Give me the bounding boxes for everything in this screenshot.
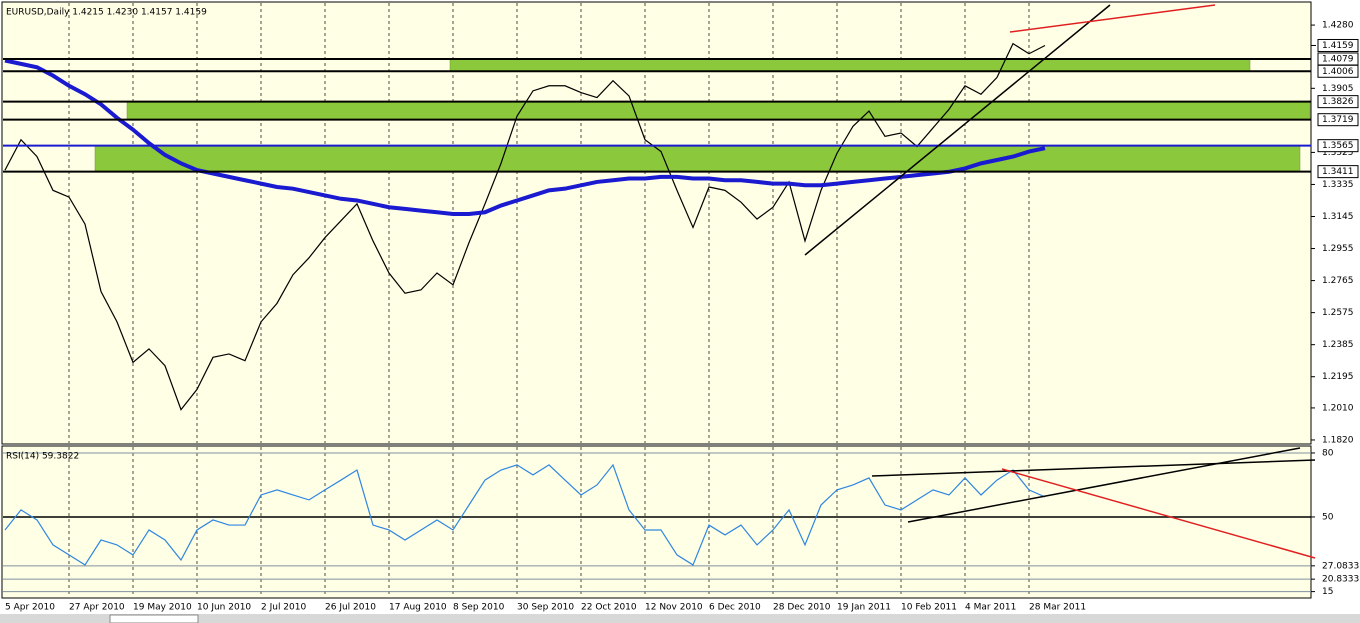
x-tick-label: 30 Sep 2010 (517, 603, 574, 613)
rsi-trend-line (871, 459, 1316, 477)
y-tick-label: 27.0833 (1322, 561, 1359, 571)
y-tick-label: 1.3905 (1322, 84, 1354, 94)
y-tick-label: 1.2010 (1322, 403, 1354, 413)
x-tick-label: 19 May 2010 (133, 603, 192, 613)
y-tick-label: 50 (1322, 512, 1334, 522)
x-tick-label: 10 Feb 2011 (901, 603, 957, 613)
y-tick-label: 1.3525 (1322, 148, 1354, 158)
y-tick-label: 1.3145 (1322, 212, 1354, 222)
rsi-trend-line (907, 447, 1301, 523)
zone (449, 58, 1251, 72)
x-tick-label: 2 Jul 2010 (261, 603, 306, 613)
y-tick-label: 80 (1322, 448, 1334, 458)
level-label-box (1317, 139, 1359, 153)
current-price-box (1317, 38, 1359, 52)
trend-line (1009, 4, 1216, 33)
level-label: 1.4079 (1322, 54, 1354, 64)
x-tick-label: 28 Mar 2011 (1029, 603, 1086, 613)
y-tick-label: 15 (1322, 587, 1333, 597)
y-tick-label: 1.1820 (1322, 435, 1354, 445)
x-tick-label: 27 Apr 2010 (69, 603, 125, 613)
x-tick-label: 6 Dec 2010 (709, 603, 761, 613)
y-tick-label: 1.4280 (1322, 21, 1354, 31)
level-label: 1.3411 (1322, 167, 1354, 177)
x-tick-label: 28 Dec 2010 (773, 603, 831, 613)
x-tick-label: 8 Sep 2010 (453, 603, 505, 613)
level-label: 1.3565 (1322, 141, 1354, 151)
rsi-line (4, 463, 1046, 566)
price-panel (1, 1, 1312, 445)
rsi-title: RSI(14) 59.3822 (6, 452, 79, 462)
y-tick-label: 1.3335 (1322, 180, 1354, 190)
level-label-box (1317, 165, 1359, 179)
x-tick-label: 4 Mar 2011 (965, 603, 1016, 613)
rsi-panel (1, 445, 1312, 599)
chart-title: EURUSD,Daily 1.4215 1.4230 1.4157 1.4159 (6, 8, 207, 18)
moving-average (4, 58, 1046, 216)
y-tick-label: 1.2195 (1322, 372, 1354, 382)
x-tick-label: 10 Jun 2010 (197, 603, 251, 613)
current-price-label: 1.4159 (1322, 41, 1354, 51)
rsi-trend-line (1001, 468, 1316, 559)
tab-bar (0, 614, 1360, 623)
level-label-box (1317, 64, 1359, 78)
plot-layer: 5 Apr 2010 27 Apr 2010 19 May 2010 10 Jun 2… (3, 3, 1359, 613)
y-tick-label: 1.2765 (1322, 276, 1354, 286)
x-tick-label: 26 Jul 2010 (325, 603, 376, 613)
trend-line (804, 4, 1111, 256)
x-tick-label: 5 Apr 2010 (5, 603, 55, 613)
level-label: 1.3826 (1322, 97, 1354, 107)
x-tick-label: 22 Oct 2010 (581, 603, 637, 613)
y-tick-label: 1.2385 (1322, 340, 1354, 350)
level-label-box (1317, 113, 1359, 127)
level-label: 1.4006 (1322, 67, 1354, 77)
x-tick-label: 17 Aug 2010 (389, 603, 447, 613)
x-tick-label: 19 Jan 2011 (837, 603, 891, 613)
x-tick-label: 12 Nov 2010 (645, 603, 703, 613)
zone (126, 101, 1311, 120)
level-label: 1.3719 (1322, 115, 1354, 125)
y-tick-label: 20.8333 (1322, 575, 1359, 585)
y-tick-label: 1.2575 (1322, 308, 1354, 318)
tab (109, 614, 199, 623)
y-tick-label: 1.2955 (1322, 244, 1354, 254)
level-label-box (1317, 95, 1359, 109)
price-line (4, 42, 1046, 411)
zone (94, 145, 1301, 172)
